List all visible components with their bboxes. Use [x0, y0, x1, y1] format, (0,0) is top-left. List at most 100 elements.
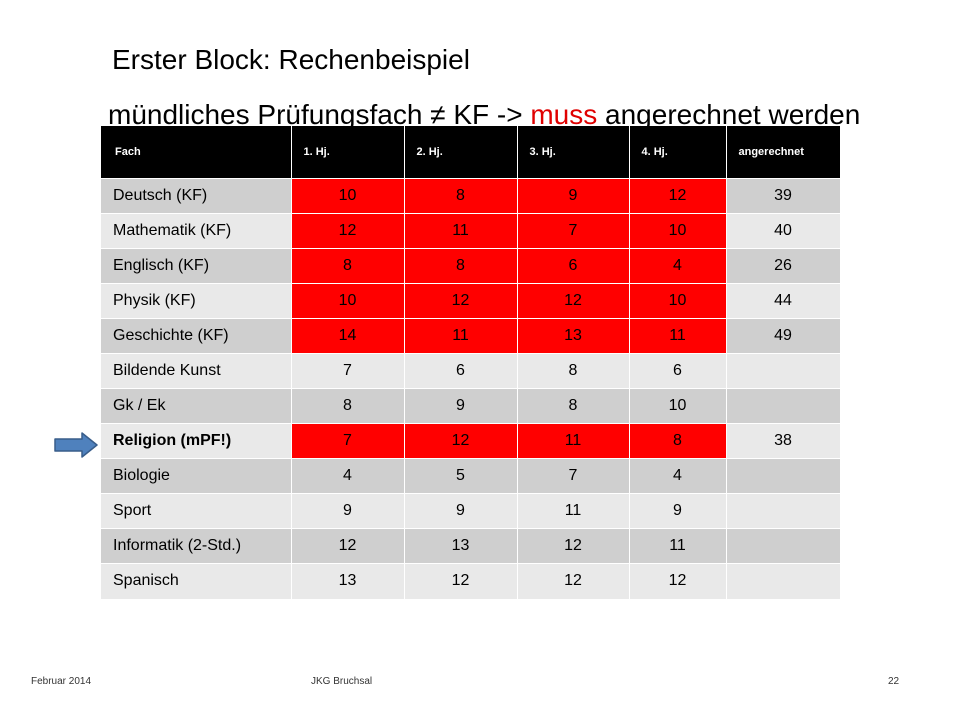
- table-row: Mathematik (KF) 12 11 7 10 40: [101, 213, 841, 249]
- grade-cell-hj2: 5: [404, 458, 518, 494]
- footer-school: JKG Bruchsal: [311, 676, 373, 687]
- grade-cell-hj3: 9: [517, 178, 630, 214]
- slide-subtitle: mündliches Prüfungsfach ≠ KF -> muss ang…: [108, 97, 860, 133]
- grade-cell-hj3: 7: [517, 213, 630, 249]
- grade-cell-hj3: 13: [517, 318, 630, 354]
- subject-cell: Mathematik (KF): [101, 213, 292, 249]
- right-arrow-icon: [54, 432, 98, 458]
- grade-cell-hj2: 12: [404, 283, 518, 319]
- header-hj2: 2. Hj.: [404, 126, 518, 179]
- grade-cell-hj1: 7: [291, 353, 405, 389]
- grade-cell-hj4: 8: [629, 423, 727, 459]
- subject-cell: Physik (KF): [101, 283, 292, 319]
- grade-cell-hj2: 8: [404, 178, 518, 214]
- credited-cell: 39: [726, 178, 841, 214]
- credited-cell: 49: [726, 318, 841, 354]
- subject-cell: Spanisch: [101, 563, 292, 599]
- table-row: Geschichte (KF) 14 11 13 11 49: [101, 318, 841, 354]
- grade-cell-hj1: 4: [291, 458, 405, 494]
- footer-page-number: 22: [888, 676, 900, 687]
- footer-date: Februar 2014: [31, 676, 92, 687]
- grade-cell-hj3: 11: [517, 423, 630, 459]
- grade-cell-hj2: 12: [404, 563, 518, 599]
- grade-cell-hj1: 12: [291, 528, 405, 564]
- header-hj1: 1. Hj.: [291, 126, 405, 179]
- credited-cell: [726, 493, 841, 529]
- grade-cell-hj2: 9: [404, 493, 518, 529]
- grade-cell-hj1: 10: [291, 283, 405, 319]
- grade-cell-hj1: 10: [291, 178, 405, 214]
- header-credited: angerechnet: [726, 126, 840, 179]
- grade-cell-hj4: 11: [629, 528, 727, 564]
- subject-cell: Informatik (2-Std.): [101, 528, 292, 564]
- grade-cell-hj2: 13: [404, 528, 518, 564]
- grade-cell-hj2: 9: [404, 388, 518, 424]
- grade-cell-hj1: 8: [291, 388, 405, 424]
- credited-cell: 44: [726, 283, 841, 319]
- credited-cell: [726, 388, 841, 424]
- grade-cell-hj4: 11: [629, 318, 727, 354]
- grade-cell-hj1: 12: [291, 213, 405, 249]
- header-subject: Fach: [101, 126, 292, 179]
- credited-cell: [726, 353, 841, 389]
- grade-cell-hj4: 12: [629, 563, 727, 599]
- slide-title: Erster Block: Rechenbeispiel: [112, 44, 470, 75]
- grade-cell-hj2: 12: [404, 423, 518, 459]
- subject-cell: Englisch (KF): [101, 248, 292, 284]
- grade-cell-hj4: 10: [629, 388, 727, 424]
- subject-cell: Biologie: [101, 458, 292, 494]
- grade-cell-hj3: 8: [517, 353, 630, 389]
- grade-cell-hj4: 10: [629, 283, 727, 319]
- grade-cell-hj1: 7: [291, 423, 405, 459]
- table-row: Physik (KF) 10 12 12 10 44: [101, 283, 841, 319]
- table-row: Spanisch 13 12 12 12: [101, 563, 841, 599]
- table-row: Religion (mPF!) 7 12 11 8 38: [101, 423, 841, 459]
- grade-cell-hj2: 6: [404, 353, 518, 389]
- grade-cell-hj4: 12: [629, 178, 727, 214]
- subtitle-text-post: angerechnet werden: [597, 99, 861, 130]
- subject-cell: Bildende Kunst: [101, 353, 292, 389]
- credited-cell: 26: [726, 248, 841, 284]
- table-row: Biologie 4 5 7 4: [101, 458, 841, 494]
- grade-cell-hj3: 7: [517, 458, 630, 494]
- grade-cell-hj1: 9: [291, 493, 405, 529]
- header-hj4: 4. Hj.: [629, 126, 727, 179]
- grade-cell-hj2: 11: [404, 213, 518, 249]
- grades-table: Fach 1. Hj. 2. Hj. 3. Hj. 4. Hj. angerec…: [101, 126, 841, 599]
- subtitle-accent-word: muss: [530, 99, 598, 130]
- credited-cell: [726, 528, 841, 564]
- grade-cell-hj1: 14: [291, 318, 405, 354]
- table-row: Englisch (KF) 8 8 6 4 26: [101, 248, 841, 284]
- grade-cell-hj3: 11: [517, 493, 630, 529]
- grade-cell-hj1: 13: [291, 563, 405, 599]
- subject-cell: Deutsch (KF): [101, 178, 292, 214]
- grade-cell-hj4: 9: [629, 493, 727, 529]
- grade-cell-hj4: 10: [629, 213, 727, 249]
- grade-cell-hj3: 12: [517, 528, 630, 564]
- subject-cell: Gk / Ek: [101, 388, 292, 424]
- table-header-row: Fach 1. Hj. 2. Hj. 3. Hj. 4. Hj. angerec…: [101, 126, 840, 179]
- grades-table-body: Deutsch (KF) 10 8 9 12 39 Mathematik (KF) 12 11 7…: [101, 178, 841, 599]
- credited-cell: [726, 563, 841, 599]
- credited-cell: [726, 458, 841, 494]
- grade-cell-hj2: 11: [404, 318, 518, 354]
- grade-cell-hj3: 8: [517, 388, 630, 424]
- subtitle-text-pre: mündliches Prüfungsfach ≠ KF ->: [108, 99, 531, 130]
- grade-cell-hj4: 6: [629, 353, 727, 389]
- header-hj3: 3. Hj.: [517, 126, 630, 179]
- grade-cell-hj4: 4: [629, 248, 727, 284]
- grade-cell-hj3: 6: [517, 248, 630, 284]
- table-row: Gk / Ek 8 9 8 10: [101, 388, 841, 424]
- credited-cell: 40: [726, 213, 841, 249]
- grade-cell-hj3: 12: [517, 563, 630, 599]
- grade-cell-hj1: 8: [291, 248, 405, 284]
- table-row: Bildende Kunst 7 6 8 6: [101, 353, 841, 389]
- grade-cell-hj4: 4: [629, 458, 727, 494]
- grade-cell-hj2: 8: [404, 248, 518, 284]
- subject-cell: Sport: [101, 493, 292, 529]
- credited-cell: 38: [726, 423, 841, 459]
- table-row: Sport 9 9 11 9: [101, 493, 841, 529]
- subject-cell: Geschichte (KF): [101, 318, 292, 354]
- table-row: Deutsch (KF) 10 8 9 12 39: [101, 178, 841, 214]
- grade-cell-hj3: 12: [517, 283, 630, 319]
